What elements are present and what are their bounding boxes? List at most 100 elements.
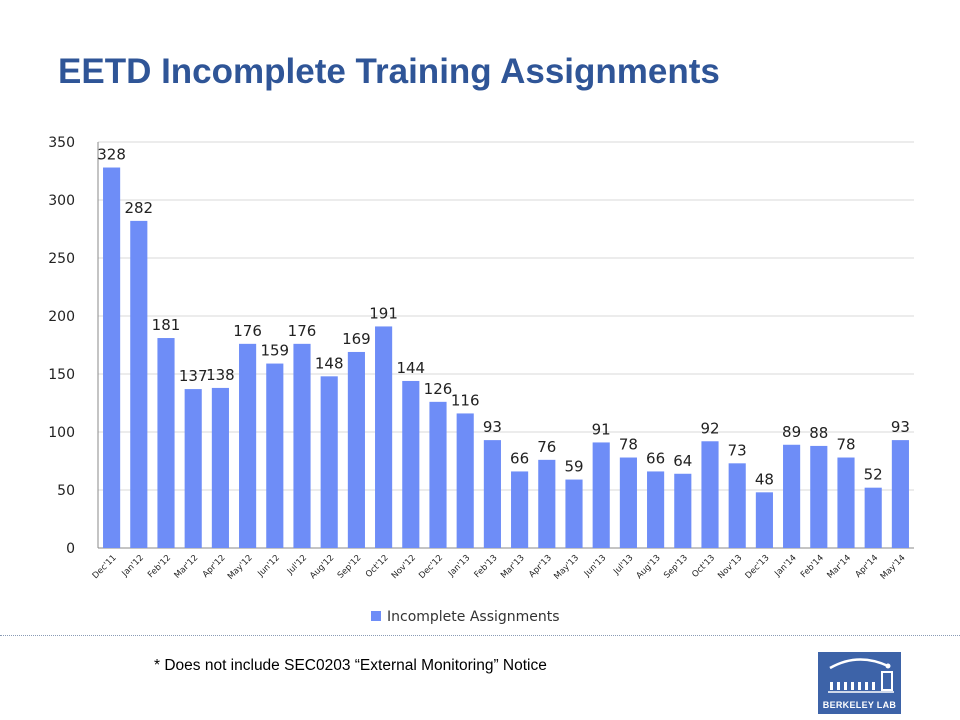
bar: [538, 459, 556, 548]
bar: [456, 413, 474, 548]
bar: [184, 389, 202, 548]
x-tick-label: Feb'13: [473, 553, 500, 580]
x-tick-label: Jan'12: [120, 553, 146, 579]
x-tick-label: Oct'13: [690, 553, 717, 580]
data-label: 76: [537, 438, 556, 456]
data-label: 93: [891, 418, 910, 436]
data-label: 282: [124, 199, 153, 217]
x-tick-label: Mar'13: [499, 553, 527, 581]
x-tick-label: Sep'13: [662, 553, 690, 581]
data-label: 137: [179, 367, 208, 385]
data-label: 78: [836, 436, 855, 454]
legend-label: Incomplete Assignments: [387, 609, 560, 625]
bar: [728, 463, 746, 548]
x-tick-label: Dec'11: [91, 553, 119, 581]
data-label: 48: [755, 470, 774, 488]
x-tick-label: Mar'14: [825, 553, 853, 581]
x-tick-label: Dec'13: [744, 553, 772, 581]
bar: [783, 444, 801, 548]
x-tick-label: Jan'14: [772, 553, 798, 579]
x-tick-label: Mar'12: [173, 553, 201, 581]
bar: [375, 326, 393, 548]
y-tick-label: 0: [66, 541, 75, 557]
bar: [810, 445, 828, 548]
berkeley-lab-logo: BERKELEY LAB: [818, 652, 901, 714]
bar: [293, 343, 311, 548]
logo-text: BERKELEY LAB: [822, 700, 897, 710]
data-label: 59: [564, 458, 583, 476]
data-label: 64: [673, 452, 692, 470]
footnote: * Does not include SEC0203 “External Mon…: [154, 657, 547, 674]
y-tick-label: 50: [57, 483, 75, 499]
data-label: 328: [97, 146, 126, 164]
x-tick-label: Apr'12: [201, 553, 228, 580]
bar: [755, 492, 773, 548]
y-tick-label: 100: [48, 425, 75, 441]
bar: [619, 457, 637, 548]
bar: [130, 220, 148, 548]
data-label: 191: [369, 304, 398, 322]
x-tick-label: Jul'12: [285, 553, 309, 577]
data-label: 144: [396, 359, 425, 377]
axes: [97, 142, 914, 549]
bar: [239, 343, 257, 548]
data-label: 52: [864, 466, 883, 484]
data-label: 66: [646, 449, 665, 467]
x-tick-label: Nov'12: [390, 553, 418, 581]
x-tick-label: Feb'14: [799, 553, 826, 580]
data-label: 116: [451, 391, 480, 409]
bars: [103, 167, 909, 548]
data-label: 126: [424, 380, 453, 398]
x-tick-label: Jun'13: [582, 553, 608, 579]
bar: [103, 167, 121, 548]
x-tick-label: Oct'12: [364, 553, 391, 580]
x-tick-label: Apr'14: [854, 553, 881, 580]
bar: [837, 457, 855, 548]
x-tick-label: Aug'12: [308, 553, 336, 581]
x-tick-label: Apr'13: [527, 553, 554, 580]
bar: [864, 487, 882, 548]
footer-divider: [0, 635, 960, 636]
bar: [211, 387, 229, 548]
data-label: 91: [592, 420, 611, 438]
y-tick-label: 150: [48, 367, 75, 383]
bar: [320, 376, 338, 548]
grid-lines: [98, 141, 914, 491]
legend: Incomplete Assignments: [371, 609, 560, 625]
data-label: 138: [206, 366, 235, 384]
x-tick-label: Aug'13: [635, 553, 663, 581]
bar: [701, 441, 719, 548]
x-tick-label: Jun'12: [255, 553, 281, 579]
data-label: 176: [233, 322, 262, 340]
legend-swatch: [371, 611, 381, 621]
data-label: 88: [809, 424, 828, 442]
x-tick-label: May'12: [226, 553, 255, 582]
data-label: 169: [342, 330, 371, 348]
slide-title: EETD Incomplete Training Assignments: [58, 52, 720, 91]
x-tick-label: Nov'13: [716, 553, 744, 581]
y-tick-label: 200: [48, 309, 75, 325]
x-tick-label: May'13: [552, 553, 581, 582]
x-tick-label: Jan'13: [446, 553, 472, 579]
data-label: 89: [782, 423, 801, 441]
x-tick-label: Jul'13: [611, 553, 635, 577]
data-label: 92: [700, 419, 719, 437]
y-tick-label: 300: [48, 193, 75, 209]
bar: [592, 442, 610, 548]
bar: [891, 440, 909, 548]
x-tick-label: Feb'12: [146, 553, 173, 580]
bar: [429, 401, 447, 548]
bar: [402, 380, 420, 548]
bar: [347, 351, 365, 548]
x-tick-label: May'14: [879, 553, 908, 582]
data-label: 148: [315, 354, 344, 372]
y-tick-label: 350: [48, 135, 75, 151]
data-label: 176: [288, 322, 317, 340]
y-axis-tick-labels: 0 50 100 150 200 250 300 350: [48, 135, 75, 557]
lab-building-icon: [828, 658, 894, 693]
data-label: 181: [152, 316, 181, 334]
bar: [674, 473, 692, 548]
